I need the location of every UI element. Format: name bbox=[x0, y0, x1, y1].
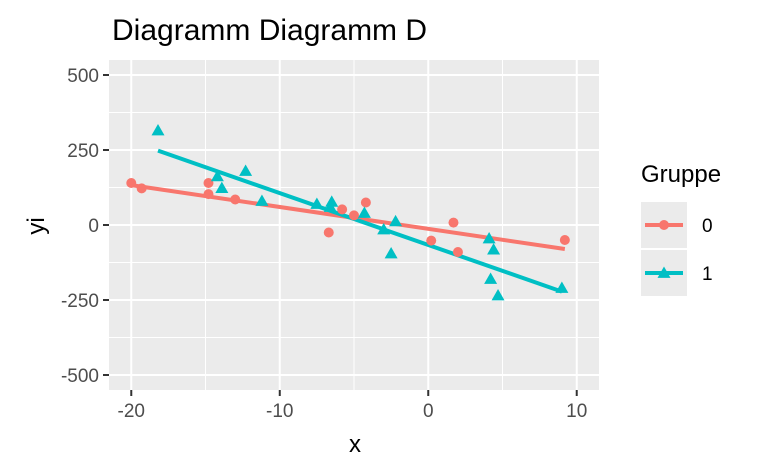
data-point-group-0 bbox=[360, 197, 371, 208]
data-point-group-1 bbox=[491, 289, 505, 301]
grid bbox=[109, 60, 599, 390]
data-point-group-1 bbox=[384, 247, 398, 259]
data-point-group-1 bbox=[487, 243, 501, 255]
y-tick-label: 0 bbox=[88, 216, 99, 237]
data-point-group-1 bbox=[255, 194, 269, 206]
data-point-group-0 bbox=[448, 217, 459, 228]
x-tick-label: -20 bbox=[118, 401, 145, 422]
x-axis-title: x bbox=[349, 431, 361, 458]
y-tick-label: 250 bbox=[67, 141, 99, 162]
y-tick-label: -500 bbox=[61, 366, 99, 387]
y-tick-label: -250 bbox=[61, 291, 99, 312]
data-point-group-0 bbox=[559, 235, 570, 245]
legend: Gruppe 0 1 bbox=[641, 161, 721, 296]
data-point-group-0 bbox=[126, 178, 137, 188]
data-point-group-0 bbox=[337, 204, 348, 215]
data-point-group-1 bbox=[310, 197, 324, 209]
data-point-group-1 bbox=[210, 169, 224, 182]
data-point-group-0 bbox=[136, 183, 147, 194]
data-points bbox=[126, 124, 570, 301]
legend-key-marker-1 bbox=[657, 266, 671, 278]
data-point-group-1 bbox=[357, 206, 371, 218]
legend-key-marker-0 bbox=[659, 220, 669, 230]
axes: -20 -10 0 10 -500 -250 0 250 500 bbox=[61, 66, 587, 422]
data-point-group-0 bbox=[203, 178, 214, 188]
y-tick-label: 500 bbox=[67, 66, 99, 87]
chart-title: Diagramm Diagramm D bbox=[112, 14, 427, 47]
legend-label-0: 0 bbox=[702, 216, 713, 237]
x-tick-label: 0 bbox=[423, 401, 434, 422]
data-point-group-1 bbox=[482, 232, 496, 244]
data-point-group-1 bbox=[377, 223, 391, 235]
data-point-group-1 bbox=[484, 272, 498, 284]
data-point-group-1 bbox=[239, 164, 253, 176]
data-point-group-0 bbox=[349, 210, 359, 221]
data-point-group-1 bbox=[151, 124, 165, 136]
data-point-group-0 bbox=[452, 247, 463, 257]
data-point-group-1 bbox=[555, 281, 569, 293]
y-axis-title: yi bbox=[23, 217, 50, 234]
legend-label-1: 1 bbox=[702, 264, 713, 285]
fit-line-group-1 bbox=[157, 148, 563, 294]
x-tick-label: -10 bbox=[266, 401, 293, 422]
data-point-group-0 bbox=[323, 227, 334, 238]
data-point-group-0 bbox=[426, 235, 437, 246]
data-point-group-0 bbox=[230, 194, 241, 205]
data-point-group-1 bbox=[389, 214, 403, 227]
data-point-group-1 bbox=[215, 181, 229, 193]
data-point-group-0 bbox=[203, 189, 214, 200]
data-point-group-1 bbox=[325, 195, 339, 207]
legend-title: Gruppe bbox=[641, 161, 721, 188]
x-tick-label: 10 bbox=[566, 401, 587, 422]
